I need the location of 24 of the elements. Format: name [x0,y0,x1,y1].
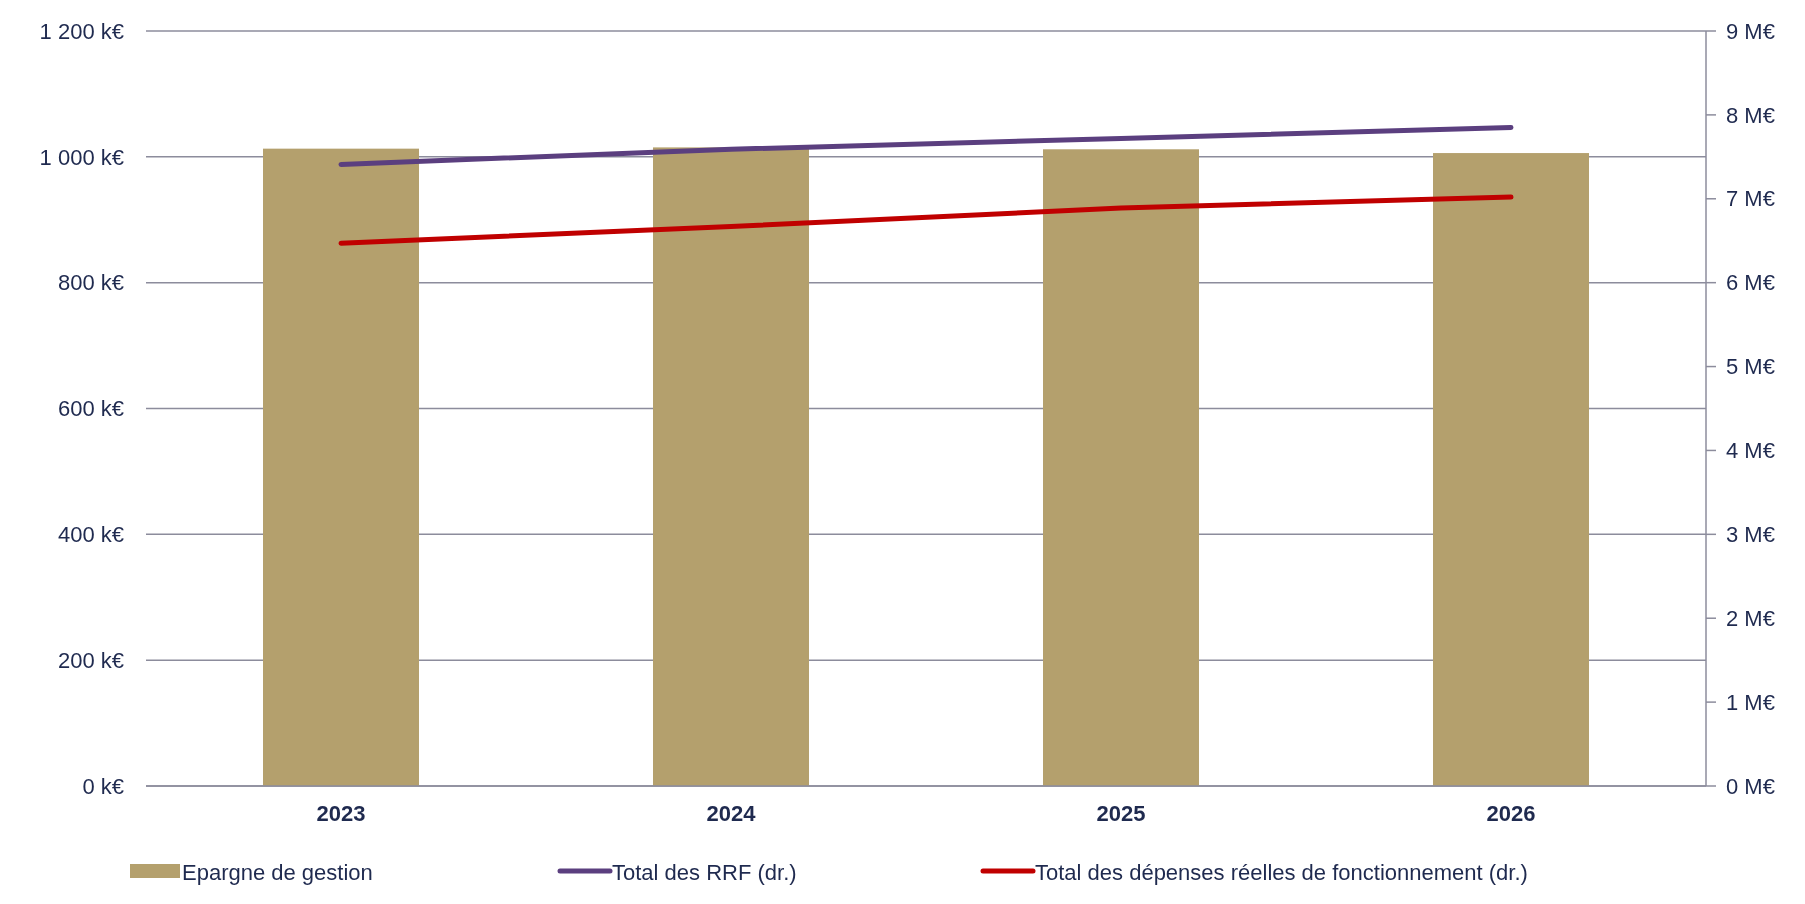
legend-label: Epargne de gestion [182,860,373,885]
y-tick-label: 400 k€ [57,522,124,548]
x-tick-label: 2025 [1096,801,1146,826]
y2-tick-label: 0 M€ [1726,773,1775,799]
y-tick-label: 800 k€ [57,270,124,296]
x-tick-label: 2026 [1486,801,1536,826]
y-tick-label: 600 k€ [57,396,124,422]
legend-label: Total des RRF (dr.) [612,860,797,885]
y-tick-label: 1 000 k€ [39,144,124,170]
x-tick-label: 2023 [316,801,366,826]
y-tick-label: 0 k€ [82,773,124,799]
y2-tick-label: 8 M€ [1726,102,1775,128]
y2-tick-label: 2 M€ [1726,605,1775,631]
y2-tick-label: 7 M€ [1726,186,1775,212]
y2-tick-label: 5 M€ [1726,354,1775,380]
y2-tick-label: 1 M€ [1726,689,1775,715]
y2-tick-label: 9 M€ [1726,18,1775,44]
y2-tick-label: 4 M€ [1726,438,1775,464]
y2-tick-label: 3 M€ [1726,522,1775,548]
legend-label: Total des dépenses réelles de fonctionnement (dr.) [1035,860,1528,885]
y2-tick-label: 6 M€ [1726,270,1775,296]
y-tick-label: 200 k€ [57,647,124,673]
y-tick-label: 1 200 k€ [39,18,124,44]
x-tick-label: 2024 [706,801,757,826]
